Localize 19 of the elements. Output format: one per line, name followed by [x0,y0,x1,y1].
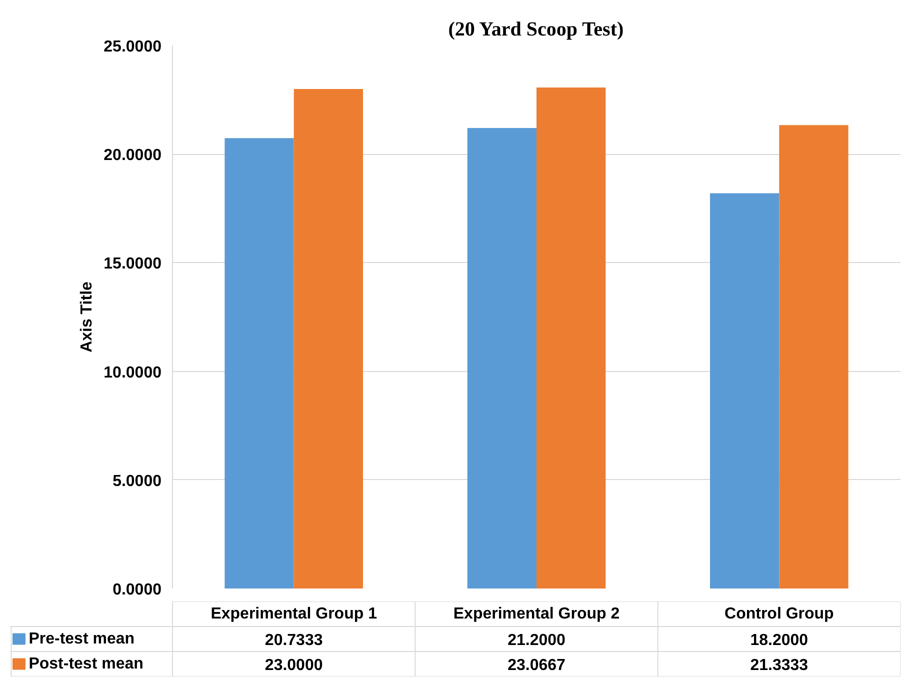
y-tick-label: 10.0000 [104,364,162,382]
y-tick-label: 20.0000 [104,147,162,164]
x-tick-label: Experimental Group 1 [210,606,378,622]
data-label: 23.0667 [508,657,566,674]
x-tick-label: Control Group [724,606,834,622]
data-label: 23.0000 [264,657,323,674]
x-tick-label: Experimental Group 2 [453,606,620,622]
legend-label: Post-test mean [28,656,144,672]
chart-title: (20 Yard Scoop Test) [448,18,624,40]
y-tick-label: 15.0000 [104,256,162,273]
y-tick-label: 5.0000 [112,472,162,490]
y-tick-label: 0.0000 [112,582,162,598]
y-tick-label: 25.0000 [104,38,162,56]
legend-label: Pre-test mean [28,630,135,648]
data-label: 20.7333 [264,632,323,649]
data-label: 21.2000 [508,632,566,649]
y-axis-title: Axis Title [78,281,96,352]
data-label: 18.2000 [750,632,808,649]
data-label: 21.3333 [750,657,808,674]
